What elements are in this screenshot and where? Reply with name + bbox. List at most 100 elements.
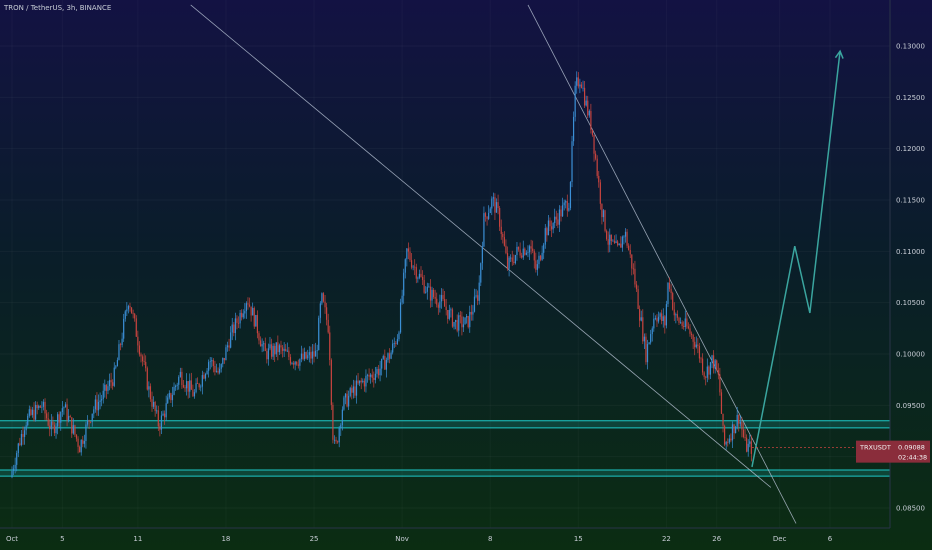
candle-body (665, 304, 667, 326)
candle-body (71, 417, 73, 434)
candle-body (442, 295, 444, 300)
candle-body (104, 384, 106, 391)
candle-body (108, 380, 111, 387)
time-tick-label: 25 (310, 535, 319, 543)
candle-body (703, 372, 705, 377)
candle-body (591, 129, 594, 136)
candle-body (610, 234, 612, 242)
candle-body (527, 252, 529, 254)
candle-body (500, 226, 502, 234)
support-zone (0, 420, 890, 428)
candle-body (217, 370, 219, 373)
candle-body (738, 414, 740, 424)
candle-body (168, 393, 170, 398)
candle-body (52, 421, 54, 425)
price-tick-label: 0.11500 (896, 197, 925, 205)
candle-body (186, 381, 188, 389)
candle-body (12, 468, 15, 471)
candle-body (742, 429, 745, 438)
candle-body (316, 350, 318, 351)
candle-body (513, 261, 515, 264)
candle-body (118, 344, 120, 361)
candle-body (543, 244, 545, 253)
candle-body (601, 203, 603, 218)
candle-body (296, 361, 298, 365)
candle-body (657, 316, 660, 322)
candle-body (267, 348, 270, 360)
candle-body (659, 313, 661, 317)
candle-body (184, 387, 186, 389)
candle-body (209, 361, 211, 363)
candle-body (561, 205, 564, 217)
candle-body (467, 316, 469, 328)
candle-body (74, 425, 76, 435)
candle-body (505, 245, 507, 254)
candle-body (57, 414, 59, 427)
candle-body (189, 380, 191, 392)
candle-body (418, 273, 421, 278)
candle-body (338, 428, 340, 443)
candle-body (421, 276, 424, 281)
candle-body (464, 317, 466, 325)
candle-body (643, 336, 645, 342)
candle-body (585, 100, 587, 106)
candle-body (146, 368, 148, 390)
candle-body (64, 404, 67, 408)
candle-body (137, 336, 139, 346)
candle-body (283, 348, 285, 351)
candle-body (28, 409, 30, 416)
symbol-title: TRON / TetherUS, 3h, BINANCE (4, 4, 112, 12)
candle-body (727, 442, 729, 443)
candle-body (148, 386, 150, 390)
candle-body (554, 216, 556, 224)
candle-body (629, 250, 631, 255)
candle-body (329, 332, 331, 361)
price-tag: TRXUSDT 0.09088 02:44:38 (856, 440, 930, 463)
candle-body (311, 351, 314, 359)
candle-body (60, 412, 62, 423)
candle-body (656, 318, 658, 322)
candle-body (346, 393, 348, 407)
candle-body (61, 408, 63, 413)
candle-body (47, 418, 49, 426)
candle-body (613, 240, 616, 244)
candle-body (340, 425, 342, 429)
candle-body (557, 219, 559, 225)
candle-body (371, 374, 373, 378)
candle-body (716, 360, 718, 371)
candle-body (708, 366, 710, 375)
candle-body (582, 87, 584, 89)
candle-body (401, 295, 403, 303)
candle-body (96, 399, 98, 411)
candle-body (11, 470, 13, 478)
candle-body (678, 317, 680, 323)
candle-body (129, 306, 131, 308)
candle-body (190, 380, 192, 390)
candle-body (152, 402, 155, 407)
time-tick-label: Oct (6, 535, 18, 543)
candle-body (571, 141, 573, 183)
candle-body (714, 360, 716, 369)
candle-body (252, 307, 254, 316)
candle-body (620, 243, 622, 248)
candle-body (602, 210, 605, 218)
candle-body (223, 357, 225, 361)
candle-body (241, 312, 243, 318)
candle-body (226, 345, 229, 348)
candle-body (31, 409, 34, 415)
candle-body (676, 314, 679, 318)
candle-body (162, 413, 164, 416)
candle-body (434, 297, 436, 299)
candle-body (675, 314, 677, 316)
time-tick-label: Nov (395, 535, 409, 543)
price-tick-label: 0.12500 (896, 94, 925, 102)
candle-body (258, 333, 260, 341)
candle-body (143, 361, 145, 362)
candle-body (377, 369, 380, 376)
candle-body (549, 220, 551, 227)
candle-body (662, 316, 664, 322)
candle-body (436, 298, 438, 305)
candle-body (138, 345, 141, 355)
candle-body (219, 368, 221, 373)
